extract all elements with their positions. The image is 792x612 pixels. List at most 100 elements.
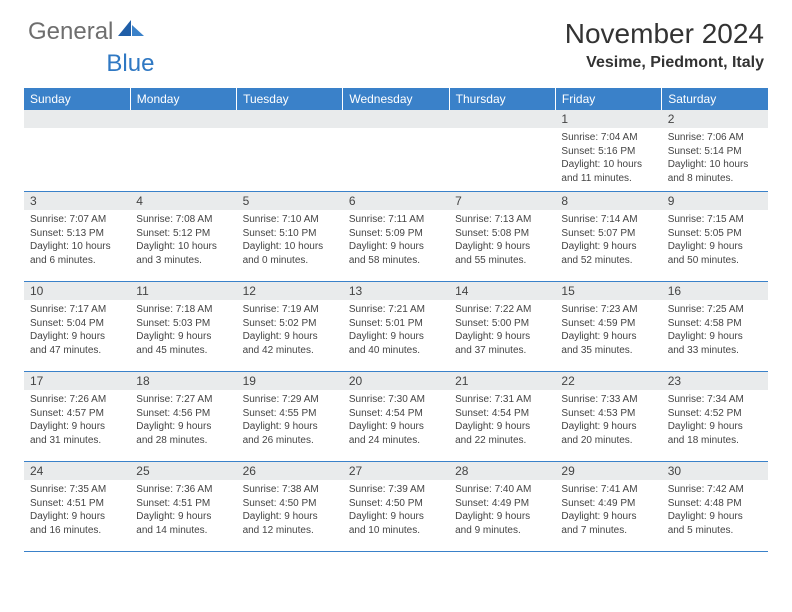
sunset-text: Sunset: 5:05 PM — [668, 227, 762, 241]
day-number: 26 — [237, 462, 343, 480]
sunrise-text: Sunrise: 7:14 AM — [561, 213, 655, 227]
daylight-text: Daylight: 9 hours and 50 minutes. — [668, 240, 762, 267]
day-number: 4 — [130, 192, 236, 210]
sunset-text: Sunset: 5:09 PM — [349, 227, 443, 241]
daylight-text: Daylight: 10 hours and 3 minutes. — [136, 240, 230, 267]
sunset-text: Sunset: 5:07 PM — [561, 227, 655, 241]
sunset-text: Sunset: 4:49 PM — [455, 497, 549, 511]
calendar-day-cell: 17Sunrise: 7:26 AMSunset: 4:57 PMDayligh… — [24, 372, 130, 462]
calendar-day-cell: 28Sunrise: 7:40 AMSunset: 4:49 PMDayligh… — [449, 462, 555, 552]
calendar-day-cell — [343, 110, 449, 192]
daylight-text: Daylight: 9 hours and 45 minutes. — [136, 330, 230, 357]
daylight-text: Daylight: 9 hours and 33 minutes. — [668, 330, 762, 357]
sunset-text: Sunset: 5:01 PM — [349, 317, 443, 331]
calendar-day-cell: 13Sunrise: 7:21 AMSunset: 5:01 PMDayligh… — [343, 282, 449, 372]
day-sun-data: Sunrise: 7:18 AMSunset: 5:03 PMDaylight:… — [130, 300, 236, 363]
day-sun-data: Sunrise: 7:13 AMSunset: 5:08 PMDaylight:… — [449, 210, 555, 273]
sunset-text: Sunset: 4:54 PM — [455, 407, 549, 421]
calendar-day-cell: 7Sunrise: 7:13 AMSunset: 5:08 PMDaylight… — [449, 192, 555, 282]
calendar-day-cell: 30Sunrise: 7:42 AMSunset: 4:48 PMDayligh… — [662, 462, 768, 552]
day-number: 10 — [24, 282, 130, 300]
day-number: 3 — [24, 192, 130, 210]
daylight-text: Daylight: 9 hours and 18 minutes. — [668, 420, 762, 447]
sunrise-text: Sunrise: 7:27 AM — [136, 393, 230, 407]
day-sun-data: Sunrise: 7:22 AMSunset: 5:00 PMDaylight:… — [449, 300, 555, 363]
day-number: 24 — [24, 462, 130, 480]
sunrise-text: Sunrise: 7:30 AM — [349, 393, 443, 407]
logo: General Blue — [28, 18, 146, 46]
daylight-text: Daylight: 9 hours and 55 minutes. — [455, 240, 549, 267]
sunset-text: Sunset: 4:59 PM — [561, 317, 655, 331]
daylight-text: Daylight: 9 hours and 14 minutes. — [136, 510, 230, 537]
day-data-empty — [130, 128, 236, 184]
day-sun-data: Sunrise: 7:04 AMSunset: 5:16 PMDaylight:… — [555, 128, 661, 191]
sunset-text: Sunset: 5:04 PM — [30, 317, 124, 331]
day-sun-data: Sunrise: 7:11 AMSunset: 5:09 PMDaylight:… — [343, 210, 449, 273]
sunrise-text: Sunrise: 7:07 AM — [30, 213, 124, 227]
sunrise-text: Sunrise: 7:36 AM — [136, 483, 230, 497]
day-sun-data: Sunrise: 7:07 AMSunset: 5:13 PMDaylight:… — [24, 210, 130, 273]
logo-text-blue: Blue — [106, 50, 154, 78]
calendar-day-cell: 15Sunrise: 7:23 AMSunset: 4:59 PMDayligh… — [555, 282, 661, 372]
sunrise-text: Sunrise: 7:10 AM — [243, 213, 337, 227]
daylight-text: Daylight: 9 hours and 24 minutes. — [349, 420, 443, 447]
daylight-text: Daylight: 10 hours and 6 minutes. — [30, 240, 124, 267]
day-sun-data: Sunrise: 7:14 AMSunset: 5:07 PMDaylight:… — [555, 210, 661, 273]
day-number: 14 — [449, 282, 555, 300]
daylight-text: Daylight: 9 hours and 26 minutes. — [243, 420, 337, 447]
day-number-empty — [130, 110, 236, 128]
sunset-text: Sunset: 5:10 PM — [243, 227, 337, 241]
sunrise-text: Sunrise: 7:22 AM — [455, 303, 549, 317]
sunset-text: Sunset: 4:56 PM — [136, 407, 230, 421]
calendar-day-cell: 20Sunrise: 7:30 AMSunset: 4:54 PMDayligh… — [343, 372, 449, 462]
day-number: 8 — [555, 192, 661, 210]
calendar-day-cell: 18Sunrise: 7:27 AMSunset: 4:56 PMDayligh… — [130, 372, 236, 462]
daylight-text: Daylight: 9 hours and 7 minutes. — [561, 510, 655, 537]
day-number: 29 — [555, 462, 661, 480]
calendar-week-row: 17Sunrise: 7:26 AMSunset: 4:57 PMDayligh… — [24, 372, 768, 462]
sunset-text: Sunset: 4:50 PM — [243, 497, 337, 511]
day-number: 1 — [555, 110, 661, 128]
daylight-text: Daylight: 9 hours and 12 minutes. — [243, 510, 337, 537]
calendar-day-cell: 14Sunrise: 7:22 AMSunset: 5:00 PMDayligh… — [449, 282, 555, 372]
day-number: 17 — [24, 372, 130, 390]
day-number: 25 — [130, 462, 236, 480]
sunrise-text: Sunrise: 7:42 AM — [668, 483, 762, 497]
day-number: 16 — [662, 282, 768, 300]
sunrise-text: Sunrise: 7:35 AM — [30, 483, 124, 497]
day-number: 28 — [449, 462, 555, 480]
day-sun-data: Sunrise: 7:42 AMSunset: 4:48 PMDaylight:… — [662, 480, 768, 543]
sunset-text: Sunset: 5:02 PM — [243, 317, 337, 331]
day-data-empty — [449, 128, 555, 184]
day-sun-data: Sunrise: 7:36 AMSunset: 4:51 PMDaylight:… — [130, 480, 236, 543]
sunset-text: Sunset: 4:58 PM — [668, 317, 762, 331]
logo-text-gray: General — [28, 18, 113, 46]
calendar-day-cell: 9Sunrise: 7:15 AMSunset: 5:05 PMDaylight… — [662, 192, 768, 282]
day-sun-data: Sunrise: 7:26 AMSunset: 4:57 PMDaylight:… — [24, 390, 130, 453]
day-number: 30 — [662, 462, 768, 480]
calendar-day-cell: 23Sunrise: 7:34 AMSunset: 4:52 PMDayligh… — [662, 372, 768, 462]
day-header: Thursday — [449, 88, 555, 110]
day-sun-data: Sunrise: 7:10 AMSunset: 5:10 PMDaylight:… — [237, 210, 343, 273]
day-sun-data: Sunrise: 7:23 AMSunset: 4:59 PMDaylight:… — [555, 300, 661, 363]
calendar-day-cell: 21Sunrise: 7:31 AMSunset: 4:54 PMDayligh… — [449, 372, 555, 462]
calendar-day-cell: 26Sunrise: 7:38 AMSunset: 4:50 PMDayligh… — [237, 462, 343, 552]
sunrise-text: Sunrise: 7:29 AM — [243, 393, 337, 407]
daylight-text: Daylight: 9 hours and 40 minutes. — [349, 330, 443, 357]
day-sun-data: Sunrise: 7:33 AMSunset: 4:53 PMDaylight:… — [555, 390, 661, 453]
calendar-day-cell — [449, 110, 555, 192]
day-number-empty — [343, 110, 449, 128]
sunrise-text: Sunrise: 7:18 AM — [136, 303, 230, 317]
calendar-day-cell — [24, 110, 130, 192]
day-header: Wednesday — [343, 88, 449, 110]
day-sun-data: Sunrise: 7:31 AMSunset: 4:54 PMDaylight:… — [449, 390, 555, 453]
day-number: 21 — [449, 372, 555, 390]
sunrise-text: Sunrise: 7:13 AM — [455, 213, 549, 227]
sunset-text: Sunset: 4:53 PM — [561, 407, 655, 421]
sunrise-text: Sunrise: 7:04 AM — [561, 131, 655, 145]
calendar-week-row: 24Sunrise: 7:35 AMSunset: 4:51 PMDayligh… — [24, 462, 768, 552]
sunset-text: Sunset: 4:54 PM — [349, 407, 443, 421]
daylight-text: Daylight: 9 hours and 35 minutes. — [561, 330, 655, 357]
sunset-text: Sunset: 4:48 PM — [668, 497, 762, 511]
calendar-day-cell: 12Sunrise: 7:19 AMSunset: 5:02 PMDayligh… — [237, 282, 343, 372]
